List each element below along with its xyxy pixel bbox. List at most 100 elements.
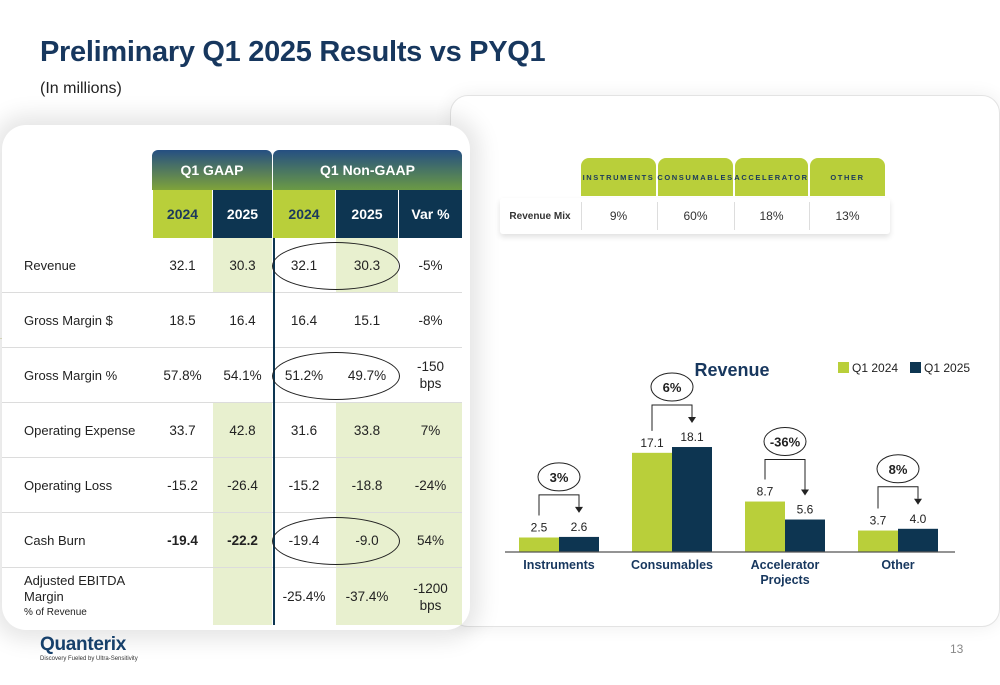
- data-label: 4.0: [910, 512, 927, 526]
- data-label: 2.5: [531, 521, 548, 535]
- mix-row-label: Revenue Mix: [509, 210, 571, 222]
- table-cell: 16.4: [229, 312, 256, 328]
- row-label: Adjusted EBITDA Margin % of Revenue: [24, 568, 144, 625]
- table-cell: -5%: [418, 257, 443, 273]
- table-cell: [213, 568, 272, 625]
- change-arrow: [688, 417, 696, 424]
- category-label: Consumables: [631, 558, 713, 572]
- table-cell: -22.2: [227, 532, 258, 548]
- group-header-non-gaap: Q1 Non-GAAP: [273, 150, 462, 190]
- category-label: Projects: [760, 573, 809, 587]
- bar-q1-2024: [632, 452, 672, 552]
- data-label: 3.7: [870, 514, 887, 528]
- row-label: Revenue: [24, 257, 77, 273]
- highlight-ellipse-cash-burn: [272, 517, 400, 565]
- change-label: 3%: [550, 470, 569, 485]
- change-bracket: [538, 494, 580, 516]
- table-cell: 54.1%: [223, 367, 262, 383]
- legend-label-q1-2024: Q1 2024: [852, 361, 898, 375]
- mix-separator: [734, 202, 735, 230]
- highlight-ellipse-revenue: [272, 242, 400, 290]
- bar-q1-2024: [745, 501, 785, 552]
- table-cell: 7%: [420, 422, 441, 438]
- table-cell: 54%: [416, 532, 445, 548]
- table-cell: -8%: [418, 312, 443, 328]
- table-row-adjusted-ebitda: Adjusted EBITDA Margin % of Revenue -25.…: [2, 568, 462, 625]
- table-cell: -25.4%: [282, 589, 326, 604]
- bar-q1-2024: [519, 537, 559, 552]
- legend-swatch-q1-2024: [838, 362, 849, 373]
- col-header-gaap-2025: 2025: [213, 190, 272, 238]
- bar-q1-2024: [858, 530, 898, 552]
- cell-shade: [336, 403, 462, 625]
- table-cell: 33.7: [169, 422, 196, 438]
- table-cell: -37.4%: [345, 589, 389, 604]
- results-table: Q1 GAAP Q1 Non-GAAP 2024 2025 2024 2025 …: [2, 125, 470, 630]
- row-label: Operating Loss: [24, 477, 113, 493]
- logo-tagline: Discovery Fueled by Ultra-Sensitivity: [40, 656, 138, 662]
- change-arrow: [801, 489, 809, 496]
- change-label: -36%: [770, 435, 801, 450]
- mix-header-other: OTHER: [810, 158, 885, 196]
- change-bubble: [537, 462, 581, 492]
- table-cell: 33.8: [353, 422, 381, 438]
- col-header-nongaap-2024: 2024: [273, 190, 335, 238]
- mix-header-consumables: CONSUMABLES: [657, 158, 733, 196]
- page-title: Preliminary Q1 2025 Results vs PYQ1: [40, 36, 546, 68]
- change-bubble: [876, 454, 920, 484]
- table-cell: -24%: [414, 477, 447, 493]
- mix-header-accelerator: ACCELERATOR: [734, 158, 808, 196]
- row-label: Cash Burn: [24, 532, 86, 548]
- change-label: 8%: [889, 462, 908, 477]
- table-cell: 31.6: [290, 422, 318, 438]
- change-label: 6%: [663, 380, 682, 395]
- cell-shade: [153, 238, 212, 293]
- bar-q1-2025: [898, 528, 938, 552]
- bar-q1-2025: [785, 519, 825, 552]
- table-cell: -1200 bps: [413, 580, 448, 613]
- table-cell: -150 bps: [416, 359, 445, 391]
- data-label: 18.1: [680, 430, 704, 444]
- table-cell: -15.2: [167, 477, 198, 493]
- data-label: 8.7: [757, 485, 774, 499]
- logo-wordmark: Quanterix: [40, 634, 126, 655]
- row-label: Gross Margin %: [24, 367, 118, 383]
- group-header-gaap: Q1 GAAP: [152, 150, 272, 190]
- change-bracket: [764, 459, 806, 490]
- table-cell: -19.4: [167, 532, 198, 548]
- highlight-ellipse-gross-margin: [272, 352, 400, 400]
- data-label: 2.6: [571, 520, 588, 534]
- mix-value-instruments: 9%: [609, 209, 628, 223]
- table-row-gross-margin-dollars: Gross Margin $ 18.5 16.4 16.4 15.1 -8%: [2, 293, 462, 348]
- mix-header-instruments: INSTRUMENTS: [581, 158, 656, 196]
- table-cell: -18.8: [351, 477, 383, 493]
- cell-shade: [213, 238, 272, 293]
- col-header-nongaap-2025: 2025: [336, 190, 398, 238]
- mix-separator: [657, 202, 658, 230]
- legend-label-q1-2025: Q1 2025: [924, 361, 970, 375]
- category-label: Instruments: [523, 558, 595, 572]
- chart-title: Revenue: [694, 360, 769, 380]
- data-label: 17.1: [640, 436, 664, 450]
- gaap-divider: [273, 238, 275, 625]
- change-bubble: [650, 372, 694, 402]
- table-cell: 32.1: [169, 257, 196, 273]
- category-label: Accelerator: [751, 558, 820, 572]
- row-label: Gross Margin $: [24, 312, 113, 328]
- revenue-chart: Revenue Q1 2024 Q1 2025 2.5 2.6 Instrument…: [505, 360, 970, 587]
- table-row-operating-expense: Operating Expense 33.7 42.8 31.6 33.8 7%: [2, 403, 462, 458]
- change-arrow: [914, 498, 922, 505]
- table-cell: 15.1: [353, 312, 381, 328]
- mix-separator: [809, 202, 810, 230]
- revenue-mix-row: Revenue Mix 9% 60% 18% 13%: [500, 198, 890, 234]
- table-cell: -15.2: [288, 477, 320, 493]
- legend-swatch-q1-2025: [910, 362, 921, 373]
- table-cell: 30.3: [229, 257, 256, 273]
- bar-q1-2025: [672, 447, 712, 552]
- col-header-variance: Var %: [399, 190, 462, 238]
- change-bubble: [763, 427, 807, 457]
- mix-value-accelerator: 18%: [759, 209, 784, 223]
- table-cell: 57.8%: [163, 367, 202, 383]
- table-cell: 42.8: [229, 422, 256, 438]
- change-bracket: [877, 486, 919, 509]
